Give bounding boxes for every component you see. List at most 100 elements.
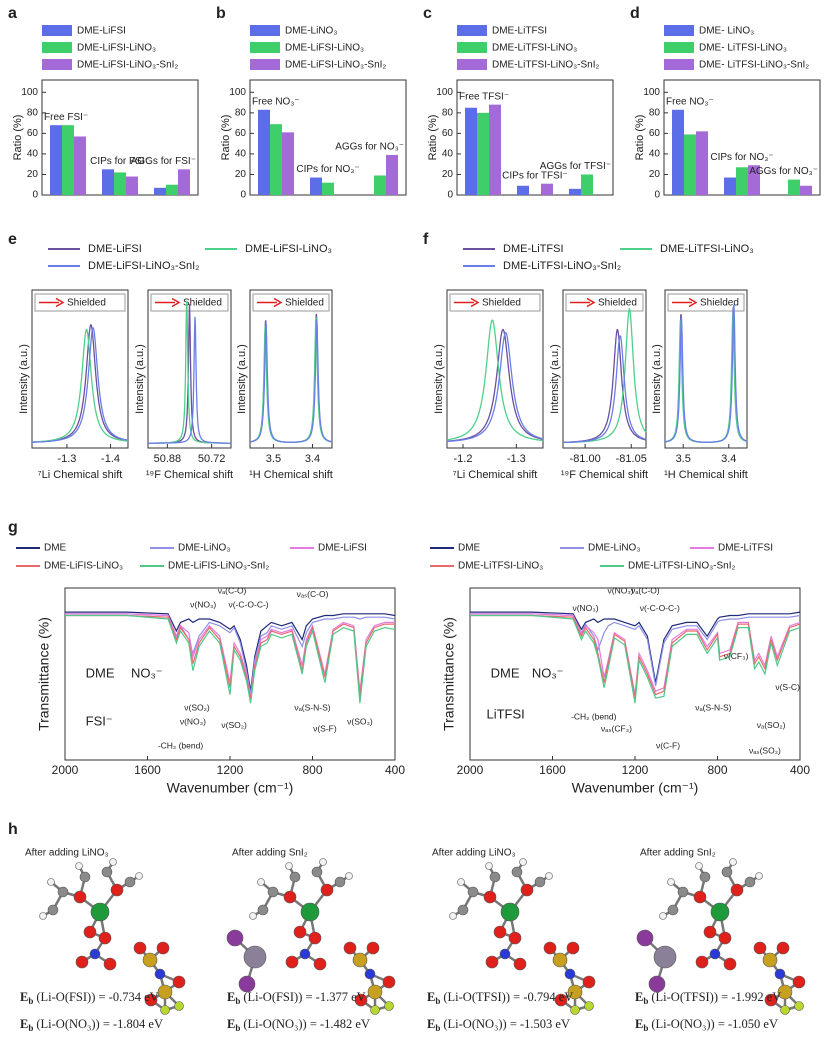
panel-label: e [8, 231, 17, 248]
energy-text: (Li-O(FSI)) = -1.377 eV [243, 990, 365, 1004]
legend-label: DME-LiTFSI [503, 243, 564, 255]
atom [226, 929, 244, 947]
atom [695, 955, 709, 969]
atom [457, 878, 465, 886]
atom [709, 948, 721, 960]
atom [285, 955, 299, 969]
legend-swatch [42, 59, 72, 70]
inset-label: DME [491, 665, 520, 680]
y-tick-label: 80 [27, 107, 39, 118]
atom [703, 925, 717, 939]
plot-frame [446, 289, 544, 449]
x-tick-label: 800 [302, 763, 322, 777]
category-label: CIPs for TFSI⁻ [502, 170, 568, 181]
panel-label: f [423, 231, 429, 248]
legend-label: DME-LiTFSI-LiNO₃ [458, 561, 543, 572]
atom [543, 941, 557, 955]
atom [499, 948, 511, 960]
y-tick-label: 40 [235, 149, 247, 160]
plot-frame [456, 79, 614, 196]
legend-swatch [457, 59, 487, 70]
y-tick-label: 40 [442, 149, 454, 160]
atom [695, 862, 703, 870]
shield-arrow-head [171, 297, 181, 308]
atom [667, 904, 679, 916]
spectrum-line [32, 327, 129, 443]
band-label: νₐₛ(CF₃) [601, 723, 632, 733]
atom [485, 955, 499, 969]
atom [653, 945, 677, 969]
legend-label: DME-LiTFSI-LiNO₃-SnI₂ [492, 60, 600, 71]
category-label: Free FSI⁻ [44, 112, 88, 123]
legend-label: DME-LiTFSI-LiNO₃ [492, 43, 577, 54]
legend-swatch [664, 25, 694, 36]
energy-subscript: b [28, 996, 33, 1006]
annotation-box [252, 293, 330, 312]
legend-label: DME-LiTFSI-LiNO₃-SnI₂ [628, 561, 736, 572]
binding-energy: Eb (Li-O(TFSI)) = -1.992 eV [635, 990, 781, 1006]
category-label: CIPs for NO₃⁻ [296, 164, 359, 175]
y-tick-label: 0 [447, 190, 453, 201]
bar [270, 124, 282, 195]
atom [567, 984, 583, 1000]
band-label: ν(NO₃) [608, 586, 634, 596]
y-axis-label: Intensity (a.u.) [18, 344, 30, 414]
legend-label: DME-LiNO₃ [588, 543, 640, 554]
x-tick-label: -1.3 [507, 453, 526, 465]
atom [566, 941, 580, 955]
atom [677, 886, 689, 898]
panel-label: h [8, 821, 18, 838]
atom [582, 975, 596, 989]
bar [736, 167, 748, 195]
plot-frame [562, 289, 647, 449]
x-tick-label: 3.4 [305, 453, 320, 465]
x-tick-label: -1.4 [101, 453, 120, 465]
energy-text: (Li-O(TFSI)) = -1.992 eV [651, 990, 781, 1004]
y-tick-label: 80 [235, 107, 247, 118]
atom [103, 957, 117, 971]
atom [534, 876, 546, 888]
atom [755, 872, 763, 880]
binding-energy: Eb (Li-O(NO₃)) = -1.804 eV [20, 1017, 163, 1033]
category-label: AGGs for NO₃⁻ [749, 166, 818, 177]
energy-text: (Li-O(NO₃)) = -1.482 eV [243, 1017, 370, 1031]
legend-label: DME- LiTFSI-LiNO₃-SnI₂ [699, 60, 809, 71]
y-tick-label: 20 [649, 169, 661, 180]
legend-label: DME-LiFIS-LiNO₃-SnI₂ [168, 561, 269, 572]
energy-text: (Li-O(FSI)) = -0.734 eV [36, 990, 158, 1004]
atom [289, 871, 301, 883]
spectrum-line [470, 614, 801, 699]
annotation-box [565, 293, 644, 312]
x-tick-label: 3.5 [676, 453, 691, 465]
y-tick-label: 100 [643, 87, 660, 98]
bar [748, 165, 760, 195]
legend-label: DME-LiFSI-LiNO₃ [77, 43, 156, 54]
atom [257, 904, 269, 916]
atom [144, 993, 158, 1007]
energy-text: (Li-O(NO₃)) = -1.050 eV [651, 1017, 778, 1031]
atom [449, 912, 457, 920]
atom [47, 904, 59, 916]
atom [249, 912, 257, 920]
molecule [449, 858, 596, 1015]
x-tick-label: 3.4 [721, 453, 736, 465]
band-label: ν(-C-O-C-) [640, 603, 680, 613]
bar [788, 179, 800, 195]
molecule [636, 858, 806, 1015]
category-label: Free NO₃⁻ [666, 96, 714, 107]
atom [313, 957, 327, 971]
spectrum-line [148, 316, 231, 444]
binding-energy: Eb (Li-O(TFSI)) = -0.794 eV [427, 990, 573, 1006]
category-label: AGGs for NO₃⁻ [335, 142, 404, 153]
legend-label: DME-LiFSI [88, 243, 142, 255]
spectrum-line [563, 328, 647, 443]
legend-label: DME-LiFSI-LiNO₃-SnI₂ [285, 60, 386, 71]
bar [114, 172, 126, 195]
bar [154, 187, 166, 195]
inset-label: DME [86, 665, 115, 680]
x-tick-label: 1600 [134, 763, 161, 777]
atom [485, 862, 493, 870]
x-tick-label: 400 [385, 763, 405, 777]
atom [776, 941, 790, 955]
atom [792, 975, 806, 989]
